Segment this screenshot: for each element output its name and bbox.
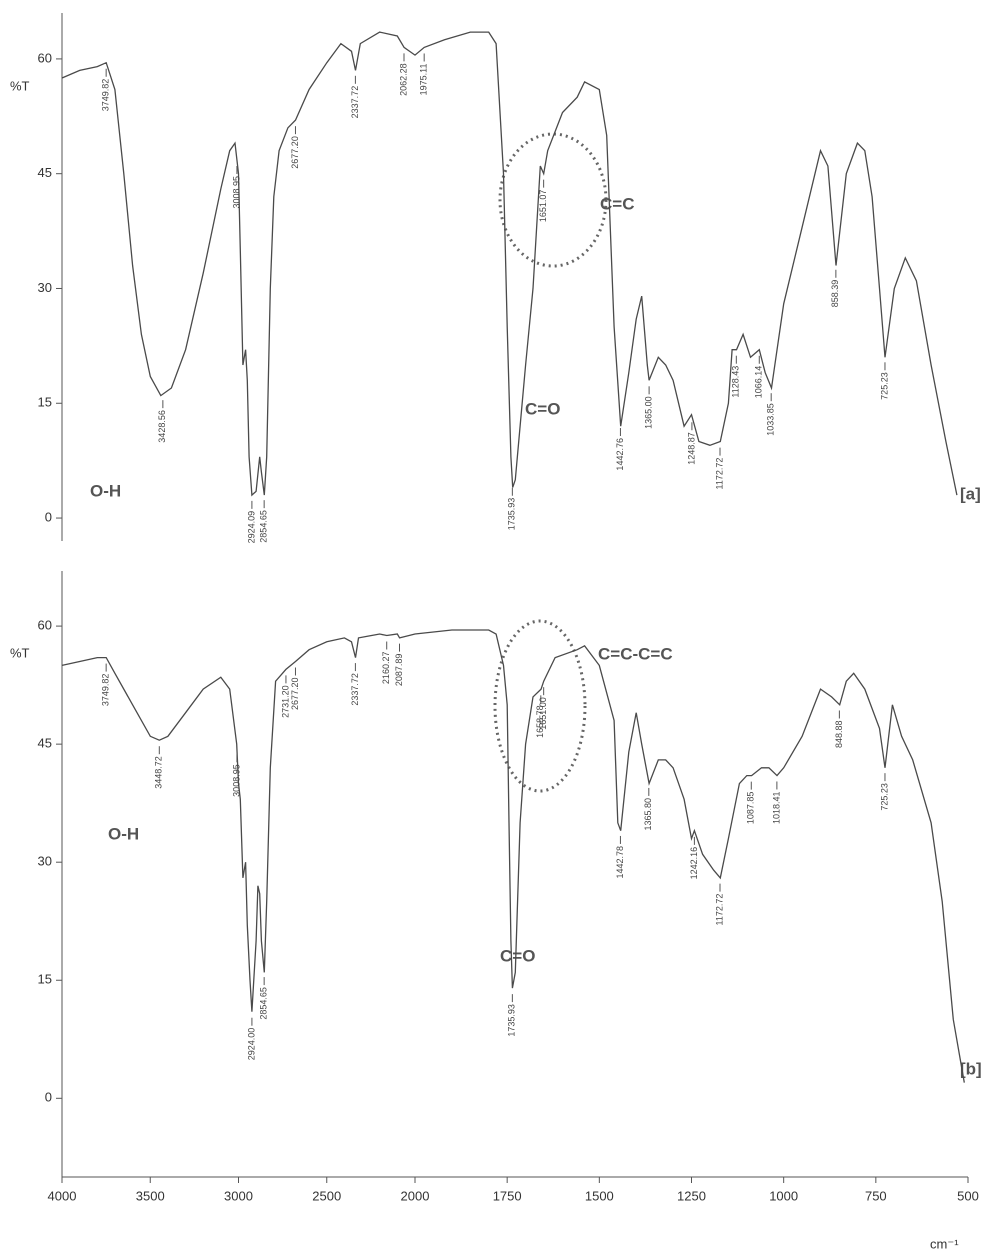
y-tick-label: 60: [38, 618, 52, 633]
peak-label: 2062.28: [398, 63, 408, 96]
y-tick-label: 45: [38, 165, 52, 180]
x-tick-label: 3000: [224, 1188, 253, 1203]
y-axis-label: %T: [10, 646, 30, 661]
x-tick-label: 750: [865, 1188, 887, 1203]
peak-label: 2677.20: [290, 136, 300, 169]
peak-label: 1651.07: [538, 190, 548, 223]
peak-label: 2337.72: [350, 86, 360, 119]
y-tick-label: 30: [38, 280, 52, 295]
x-tick-label: 2000: [401, 1188, 430, 1203]
peak-label: 2337.72: [350, 673, 360, 706]
y-tick-label: 15: [38, 972, 52, 987]
x-tick-label: 1500: [585, 1188, 614, 1203]
highlight-ring: [498, 132, 608, 268]
x-tick-label: 1250: [677, 1188, 706, 1203]
group-label: C=C: [600, 194, 634, 213]
peak-label: 725.23: [879, 783, 889, 811]
peak-label: 1365.80: [643, 798, 653, 831]
peak-label: 1018.41: [771, 791, 781, 824]
x-tick-label: 3500: [136, 1188, 165, 1203]
group-label: O-H: [90, 481, 121, 500]
peak-label: 848.88: [834, 720, 844, 748]
peak-label: 2087.89: [394, 654, 404, 687]
spectrum-line: [61, 629, 965, 1083]
peak-label: 1172.72: [714, 894, 724, 926]
group-label: O-H: [108, 824, 139, 843]
peak-label: 2854.65: [259, 510, 269, 543]
y-tick-label: 45: [38, 736, 52, 751]
peak-label: 2924.09: [246, 511, 256, 544]
peak-label: 3008.95: [231, 176, 241, 209]
peak-label: 1242.16: [689, 847, 699, 880]
y-tick-label: 60: [38, 50, 52, 65]
peak-label: 1172.72: [714, 458, 724, 490]
peak-label: 1735.93: [507, 498, 517, 531]
peak-label: 3749.82: [101, 674, 111, 707]
x-tick-label: 500: [957, 1188, 979, 1203]
group-label: C=O: [500, 946, 535, 965]
x-tick-label: 1000: [769, 1188, 798, 1203]
x-tick-label: 4000: [48, 1188, 77, 1203]
panel-label: [b]: [960, 1059, 982, 1078]
peak-label: 2731.20: [280, 685, 290, 718]
peak-label: 1442.78: [615, 846, 625, 879]
x-tick-label: 2500: [312, 1188, 341, 1203]
peak-label: 3428.56: [157, 410, 167, 443]
peak-label: 3749.82: [101, 79, 111, 112]
peak-label: 1087.85: [746, 792, 756, 825]
peak-label: 1658.78: [535, 705, 545, 738]
panel-label: [a]: [960, 484, 981, 503]
peak-label: 2160.27: [381, 652, 391, 685]
group-label: C=O: [525, 399, 560, 418]
peak-label: 1442.76: [615, 438, 625, 471]
peak-label: 1651.00: [538, 697, 548, 730]
peak-label: 1248.87: [686, 432, 696, 465]
peak-label: 2677.20: [290, 678, 300, 711]
peak-label: 1975.11: [419, 63, 429, 95]
y-axis-label: %T: [10, 78, 30, 93]
peak-label: 1128.43: [731, 366, 741, 398]
spectrum-line: [61, 31, 958, 497]
y-tick-label: 15: [38, 395, 52, 410]
peak-label: 3008.95: [231, 764, 241, 797]
peak-label: 2854.65: [259, 987, 269, 1020]
y-tick-label: 0: [45, 509, 52, 524]
peak-label: 1365.00: [643, 396, 653, 429]
peak-label: 3448.72: [154, 756, 164, 789]
peak-label: 1735.93: [507, 1004, 517, 1037]
peak-label: 858.39: [830, 280, 840, 308]
group-label: C=C-C=C: [598, 644, 673, 663]
peak-label: 2924.00: [246, 1028, 256, 1061]
peak-label: 1033.85: [766, 403, 776, 436]
highlight-ring: [493, 619, 587, 793]
peak-label: 725.23: [879, 372, 889, 400]
peak-label: 1066.14: [754, 366, 764, 399]
y-tick-label: 30: [38, 854, 52, 869]
x-tick-label: 1750: [493, 1188, 522, 1203]
y-tick-label: 0: [45, 1090, 52, 1105]
x-axis-label: cm⁻¹: [930, 1236, 959, 1251]
